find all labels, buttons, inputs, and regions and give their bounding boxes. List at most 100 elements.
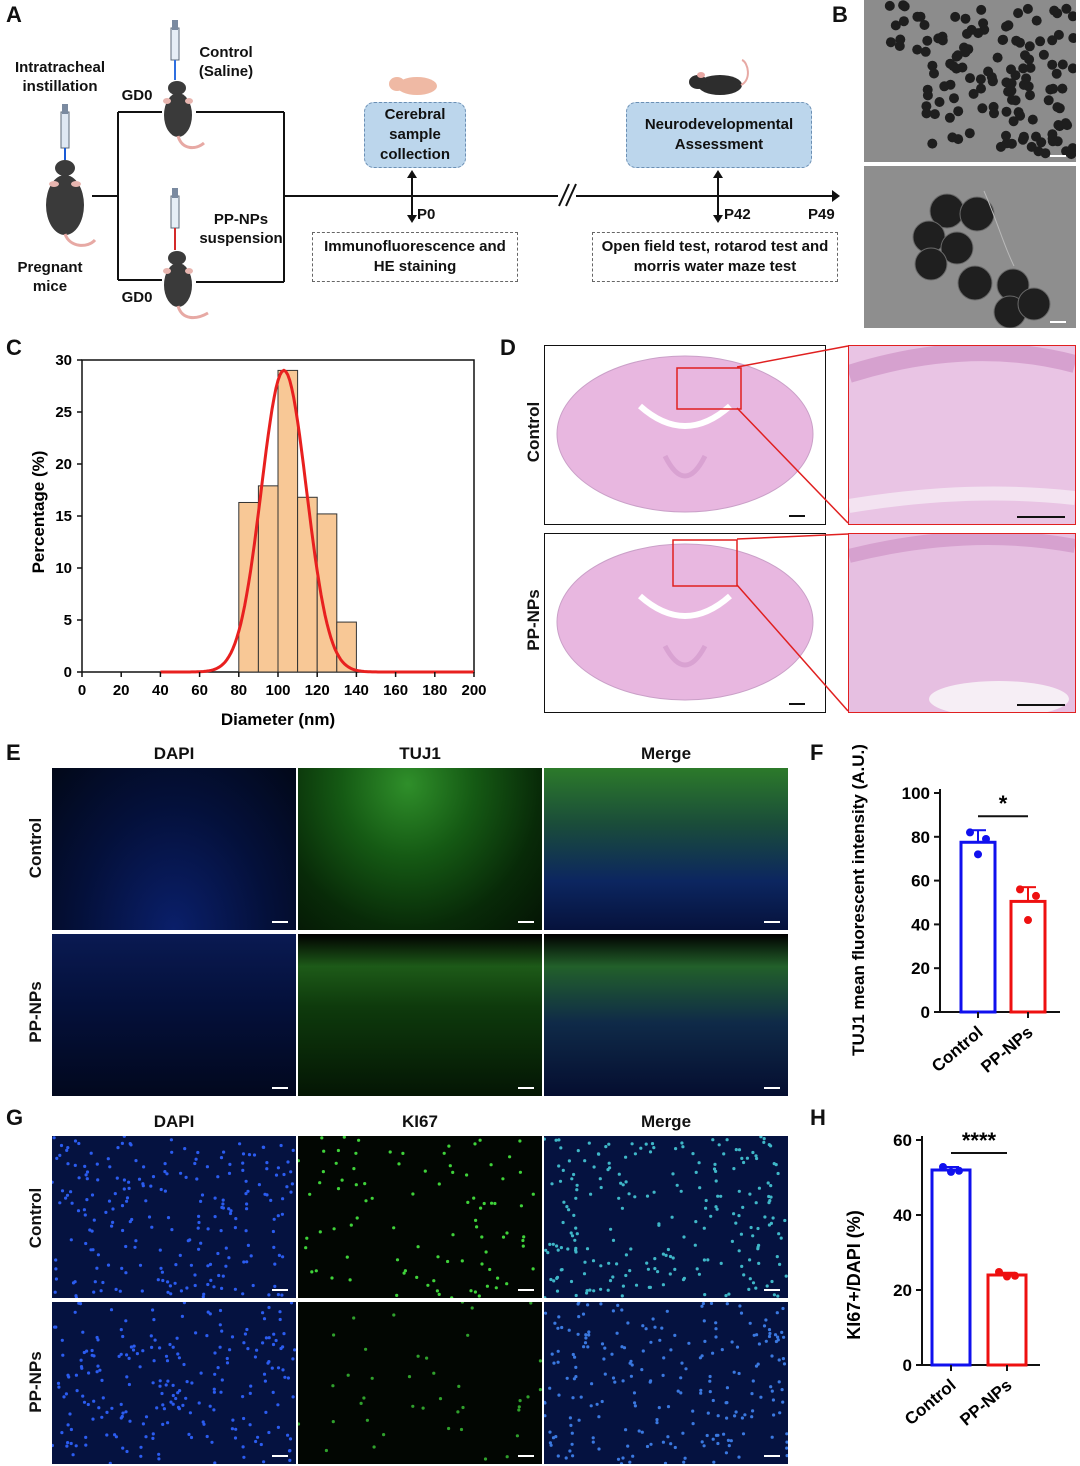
nucleus-dot <box>556 1349 560 1353</box>
panel-label-d: D <box>500 335 516 360</box>
nucleus-dot <box>265 1193 269 1197</box>
g-col-ki67: KI67 <box>402 1112 438 1131</box>
nucleus-dot <box>717 1143 721 1147</box>
nucleus-dot <box>241 1445 245 1449</box>
nanoparticle <box>1008 116 1019 127</box>
nucleus-dot <box>254 1439 258 1444</box>
nucleus-dot <box>153 1338 157 1342</box>
nucleus-dot <box>653 1257 657 1261</box>
nucleus-dot <box>556 1248 560 1252</box>
g-col-dapi: DAPI <box>153 1112 195 1131</box>
nucleus-dot <box>754 1201 758 1205</box>
nucleus-dot <box>759 1395 763 1399</box>
nucleus-dot <box>120 1141 124 1145</box>
nucleus-dot <box>682 1460 686 1464</box>
nucleus-dot <box>75 1389 79 1393</box>
nucleus-dot <box>178 1253 182 1257</box>
nucleus-dot <box>700 1440 704 1444</box>
nucleus-dot <box>267 1360 271 1364</box>
nanoparticle <box>951 51 962 62</box>
nucleus-dot <box>157 1452 161 1456</box>
nucleus-dot <box>411 1404 415 1408</box>
nucleus-dot <box>110 1224 114 1228</box>
nucleus-dot <box>653 1325 657 1329</box>
nucleus-dot <box>719 1194 723 1198</box>
nanoparticle <box>1067 11 1076 22</box>
nucleus-dot <box>134 1159 138 1163</box>
nucleus-dot <box>189 1435 194 1440</box>
nucleus-dot <box>125 1449 129 1454</box>
nanoparticle <box>949 93 959 104</box>
gd0-top-label: GD0 <box>121 87 153 104</box>
panel-label-h: H <box>810 1105 826 1130</box>
nucleus-dot <box>277 1253 281 1257</box>
nucleus-dot <box>478 1138 482 1142</box>
sem-image-bottom <box>864 166 1076 328</box>
nucleus-dot <box>554 1138 558 1142</box>
nucleus-dot <box>66 1441 70 1445</box>
nucleus-dot <box>501 1235 506 1239</box>
nucleus-dot <box>557 1315 561 1319</box>
intratracheal-label: Intratracheal instillation <box>14 59 106 95</box>
nucleus-dot <box>544 1137 546 1141</box>
nucleus-dot <box>729 1439 733 1443</box>
nucleus-dot <box>691 1422 695 1426</box>
nucleus-dot <box>263 1379 267 1383</box>
nucleus-dot <box>740 1416 744 1420</box>
nucleus-dot <box>560 1325 564 1330</box>
nucleus-dot <box>273 1284 277 1288</box>
nanoparticle <box>1027 114 1038 125</box>
nucleus-dot <box>395 1293 399 1297</box>
nucleus-dot <box>115 1176 119 1180</box>
e-ppnps-dapi <box>52 934 296 1096</box>
ppnps-suspension-label: PP-NPs suspension <box>199 211 283 247</box>
nucleus-dot <box>221 1274 225 1278</box>
y-tick-label: 20 <box>893 1281 912 1300</box>
nucleus-dot <box>666 1435 670 1439</box>
nucleus-dot <box>764 1318 768 1322</box>
nucleus-dot <box>775 1255 779 1259</box>
nucleus-dot <box>196 1150 200 1155</box>
nucleus-dot <box>750 1392 754 1396</box>
nucleus-dot <box>480 1235 484 1239</box>
nucleus-dot <box>171 1345 175 1349</box>
nucleus-dot <box>272 1332 276 1336</box>
nucleus-dot <box>163 1170 167 1174</box>
nucleus-dot <box>221 1202 225 1206</box>
nucleus-dot <box>290 1182 294 1186</box>
nucleus-dot <box>565 1376 569 1380</box>
nucleus-dot <box>740 1264 744 1268</box>
nucleus-dot <box>725 1138 729 1142</box>
nucleus-dot <box>559 1146 563 1150</box>
nucleus-dot <box>109 1308 114 1312</box>
nucleus-dot <box>632 1391 637 1395</box>
nucleus-dot <box>74 1373 78 1377</box>
nanoparticle <box>912 44 923 55</box>
nucleus-dot <box>559 1246 563 1250</box>
nucleus-dot <box>156 1278 160 1282</box>
nucleus-dot <box>85 1170 90 1174</box>
nucleus-dot <box>780 1388 784 1392</box>
nucleus-dot <box>74 1296 78 1298</box>
nucleus-dot <box>732 1167 736 1171</box>
e-row-label-ppnps: PP-NPs <box>26 981 45 1043</box>
nanoparticle <box>1001 106 1012 117</box>
nucleus-dot <box>725 1386 729 1390</box>
nucleus-dot <box>769 1385 773 1389</box>
nanoparticle <box>1051 68 1062 79</box>
nucleus-dot <box>743 1413 747 1417</box>
nucleus-dot <box>84 1443 88 1447</box>
nucleus-dot <box>644 1142 648 1146</box>
nucleus-dot <box>626 1444 630 1448</box>
nucleus-dot <box>147 1215 152 1219</box>
nucleus-dot <box>265 1167 269 1171</box>
nucleus-dot <box>713 1162 717 1166</box>
nucleus-dot <box>276 1166 280 1170</box>
nanoparticle <box>922 35 933 46</box>
nucleus-dot <box>248 1423 252 1427</box>
nucleus-dot <box>149 1184 153 1188</box>
nucleus-dot <box>572 1213 576 1217</box>
nucleus-dot <box>724 1401 728 1405</box>
nucleus-dot <box>197 1401 201 1405</box>
nucleus-dot <box>179 1171 183 1175</box>
